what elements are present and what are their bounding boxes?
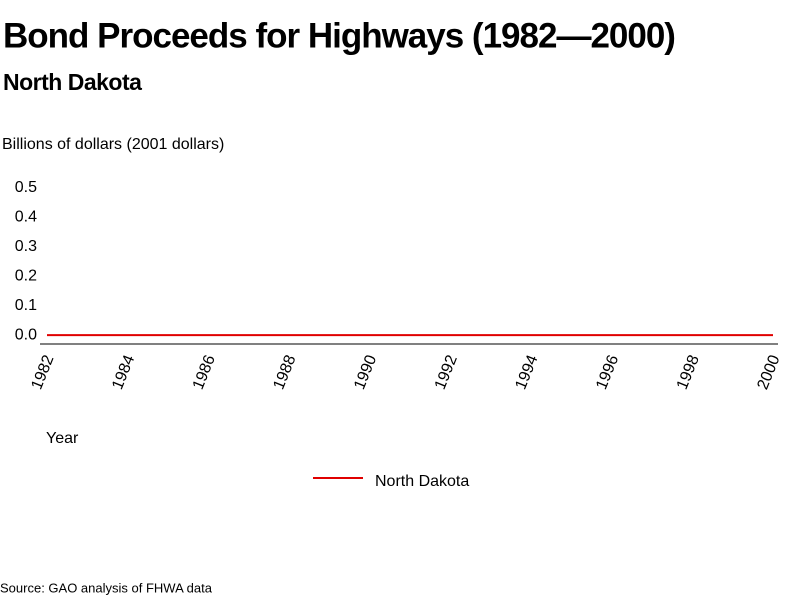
y-tick-label: 0.0 bbox=[15, 326, 37, 343]
x-tick-label: 1986 bbox=[190, 353, 219, 392]
x-axis-title: Year bbox=[46, 430, 79, 447]
x-tick-label: 2000 bbox=[754, 353, 783, 392]
x-tick-label: 1982 bbox=[28, 353, 57, 392]
y-tick-label: 0.3 bbox=[15, 238, 37, 255]
y-tick-label: 0.1 bbox=[15, 297, 37, 314]
x-tick-label: 1994 bbox=[512, 353, 541, 392]
x-tick-label: 1996 bbox=[593, 353, 622, 392]
x-tick-label: 1984 bbox=[109, 353, 138, 392]
chart-subtitle: North Dakota bbox=[3, 69, 142, 95]
x-tick-label: 1992 bbox=[432, 353, 461, 392]
source-note: Source: GAO analysis of FHWA data bbox=[0, 580, 213, 595]
y-tick-label: 0.5 bbox=[15, 179, 37, 196]
y-tick-label: 0.4 bbox=[15, 209, 37, 226]
x-tick-label: 1990 bbox=[351, 353, 380, 392]
x-tick-label: 1988 bbox=[270, 353, 299, 392]
x-tick-label: 1998 bbox=[674, 353, 703, 392]
chart-title: Bond Proceeds for Highways (1982—2000) bbox=[3, 16, 675, 55]
y-tick-label: 0.2 bbox=[15, 268, 37, 285]
legend-label: North Dakota bbox=[375, 473, 469, 490]
y-axis-title: Billions of dollars (2001 dollars) bbox=[2, 136, 224, 153]
